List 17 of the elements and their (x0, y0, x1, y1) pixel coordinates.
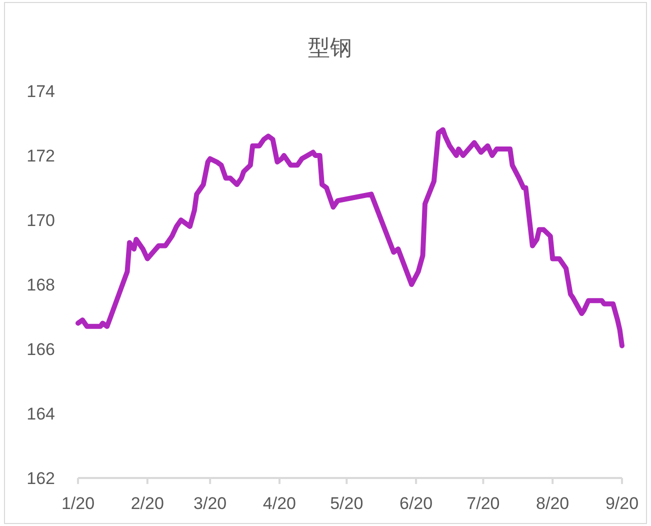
x-tick-label: 5/20 (330, 494, 364, 513)
x-tick-label: 4/20 (262, 494, 296, 513)
x-tick-label: 9/20 (605, 494, 639, 513)
y-tick-label: 174 (26, 82, 55, 101)
y-tick-label: 166 (26, 340, 55, 359)
x-tick-label: 6/20 (399, 494, 433, 513)
x-tick-label: 7/20 (466, 494, 500, 513)
y-tick-label: 162 (26, 468, 55, 488)
y-tick-label: 168 (26, 275, 55, 294)
x-tick-label: 3/20 (194, 494, 227, 513)
x-tick-label: 1/20 (61, 494, 95, 513)
x-tick-label: 2/20 (130, 494, 164, 513)
x-tick-label: 8/20 (536, 494, 570, 513)
y-tick-label: 172 (26, 146, 55, 166)
y-tick-label: 164 (26, 404, 55, 424)
chart-title: 型钢 (308, 35, 352, 60)
y-tick-label: 170 (26, 210, 55, 230)
